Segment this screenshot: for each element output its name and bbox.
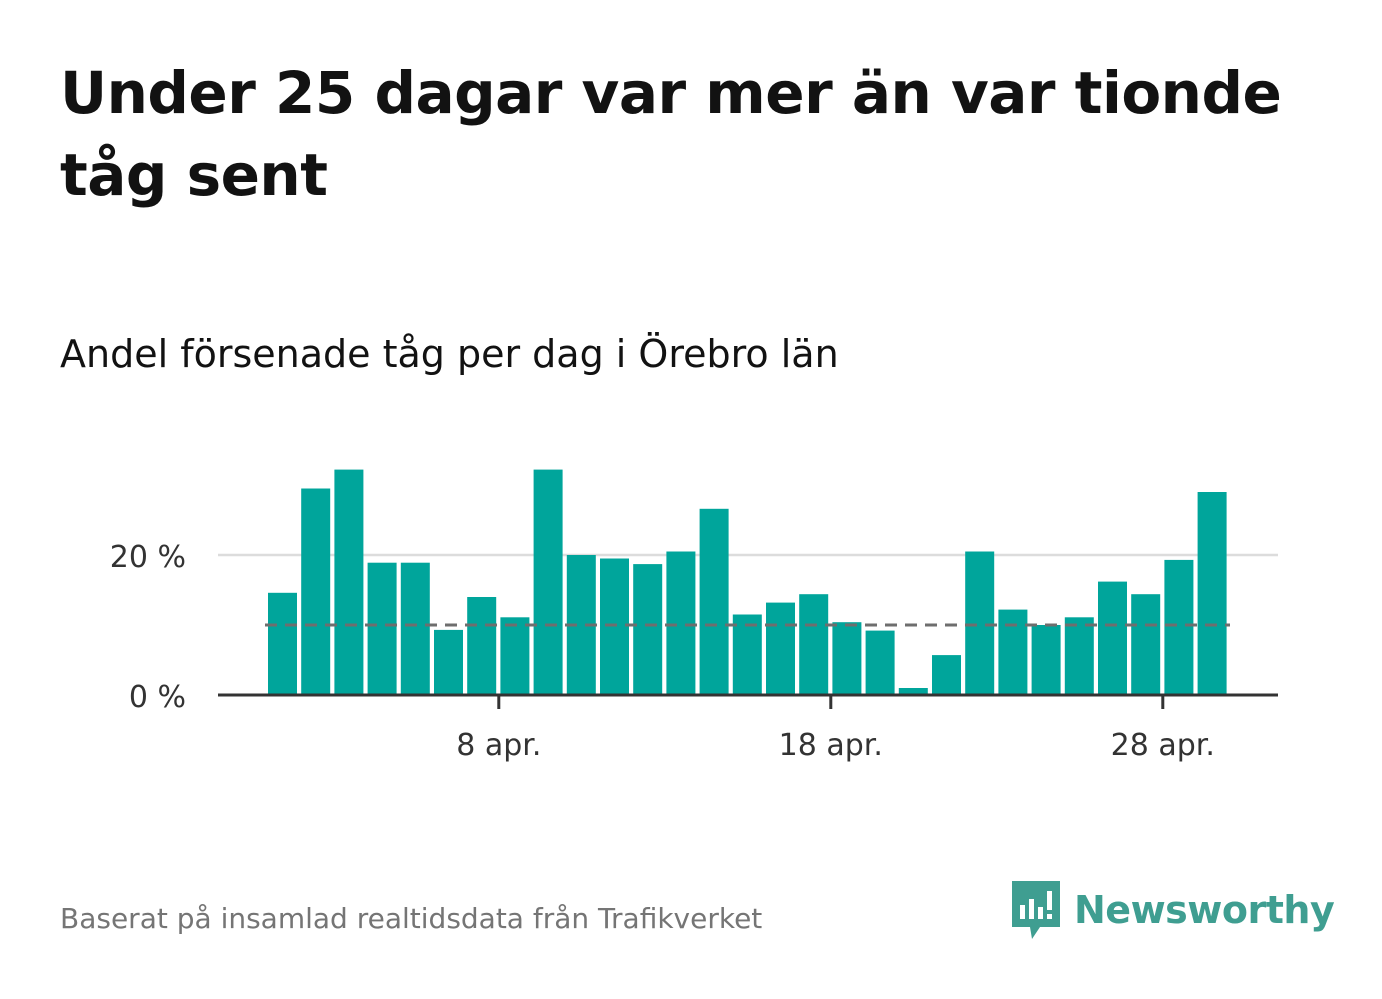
source-note: Baserat på insamlad realtidsdata från Tr…	[60, 902, 763, 935]
bar	[1131, 594, 1161, 695]
bar	[301, 488, 331, 695]
bar	[699, 508, 729, 695]
axes: 0 % 20 % 8 apr. 18 apr. 28 apr.	[110, 540, 1278, 763]
x-tick-label: 28 apr.	[1111, 728, 1215, 763]
brand-logo: Newsworthy	[1010, 878, 1335, 942]
chart-subtitle: Andel försenade tåg per dag i Örebro län	[60, 332, 839, 376]
bar	[367, 562, 397, 695]
bar	[600, 558, 629, 695]
bar	[268, 592, 297, 695]
x-tick-label: 18 apr.	[779, 728, 883, 763]
bar	[898, 688, 928, 695]
bar	[500, 617, 530, 695]
bars	[268, 469, 1227, 695]
bar	[1064, 617, 1094, 695]
newsworthy-logo-icon	[1012, 881, 1060, 939]
bar	[1098, 581, 1127, 695]
bar	[865, 630, 895, 695]
bar	[533, 469, 563, 695]
bar	[965, 551, 995, 695]
y-tick-label: 0 %	[129, 680, 186, 715]
bar	[1164, 559, 1194, 695]
bar	[998, 609, 1028, 695]
bar	[832, 622, 862, 695]
bar	[766, 602, 795, 695]
bar	[732, 614, 762, 695]
bar	[400, 562, 430, 695]
bar	[1197, 492, 1227, 695]
y-tick-label: 20 %	[110, 540, 186, 575]
bar	[1031, 625, 1061, 695]
chart-title: Under 25 dagar var mer än var tionde tåg…	[60, 59, 1282, 209]
bar	[633, 564, 663, 695]
bar	[666, 551, 696, 695]
bar	[334, 469, 364, 695]
bar	[932, 655, 961, 695]
bar	[467, 597, 497, 695]
bar	[434, 629, 463, 695]
bar	[799, 594, 829, 695]
x-tick-label: 8 apr.	[456, 728, 541, 763]
bar-chart: 0 % 20 % 8 apr. 18 apr. 28 apr.	[110, 469, 1278, 763]
brand-name: Newsworthy	[1074, 888, 1335, 932]
